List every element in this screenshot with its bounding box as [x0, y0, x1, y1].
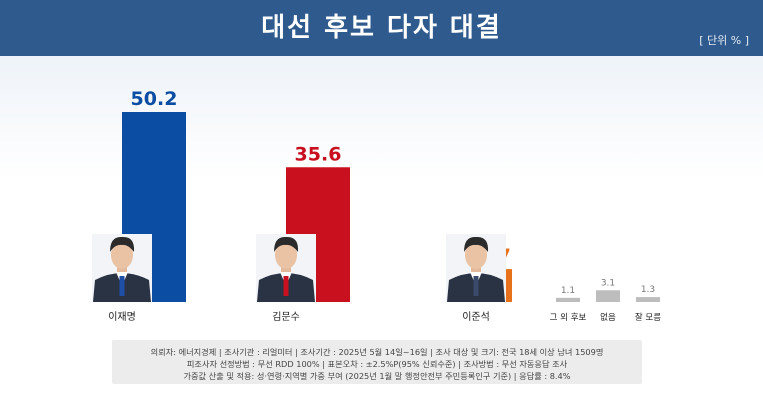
bar-잘 모름 [636, 297, 660, 302]
header-bar [0, 0, 763, 56]
category-label-없음: 없음 [600, 313, 616, 323]
category-label-이준석: 이준석 [462, 311, 490, 323]
survey-info-line-3: 가중값 산출 및 적용: 성·연령·지역별 가중 부여 (2025년 1월 말 … [183, 371, 571, 381]
survey-info-box: 의뢰자: 에너지경제 | 조사기관 : 리얼미터 | 조사기간 : 2025년 … [112, 340, 642, 384]
page-title: 대선 후보 다자 대결 [261, 13, 502, 43]
value-label-잘 모름: 1.3 [641, 285, 655, 295]
value-label-그 외 후보: 1.1 [561, 286, 575, 296]
value-label-없음: 3.1 [601, 278, 615, 288]
candidate-photo-lee-junseok [446, 234, 506, 302]
candidate-photo-lee-jaemyung [92, 234, 152, 302]
category-label-그 외 후보: 그 외 후보 [550, 312, 587, 323]
bar-없음 [596, 290, 620, 302]
value-label-이재명: 50.2 [131, 88, 178, 110]
value-label-김문수: 35.6 [295, 143, 342, 165]
survey-info-line-1: 의뢰자: 에너지경제 | 조사기관 : 리얼미터 | 조사기간 : 2025년 … [150, 347, 604, 357]
category-label-김문수: 김문수 [272, 311, 300, 323]
unit-label: [ 단위 % ] [699, 34, 749, 47]
category-label-잘 모름: 잘 모름 [635, 312, 661, 323]
candidate-photo-kim-moonsoo [256, 234, 316, 302]
survey-info-line-2: 피조사자 선정방법 : 무선 RDD 100% | 표본오차 : ±2.5%P(… [186, 359, 568, 369]
category-label-이재명: 이재명 [108, 311, 136, 323]
bar-그 외 후보 [556, 297, 580, 302]
